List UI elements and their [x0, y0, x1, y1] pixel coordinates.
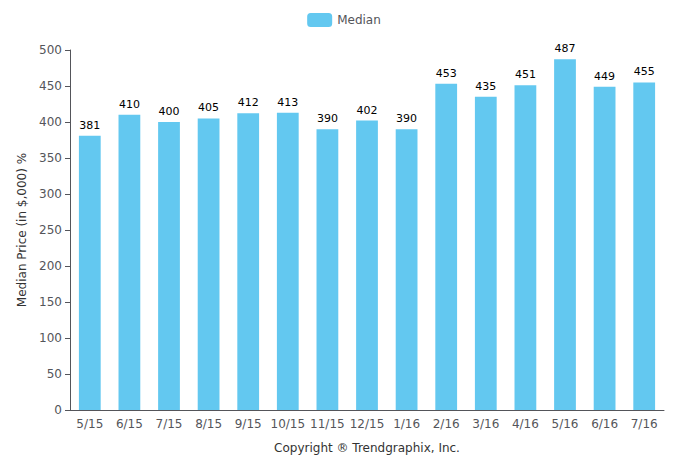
svg-text:9/15: 9/15	[235, 417, 262, 431]
svg-text:300: 300	[39, 187, 62, 201]
svg-text:453: 453	[436, 67, 457, 80]
svg-text:Copyright ® Trendgraphix, Inc.: Copyright ® Trendgraphix, Inc.	[274, 441, 460, 455]
svg-text:Median Price (in $,000) %: Median Price (in $,000) %	[15, 153, 29, 307]
svg-text:6/16: 6/16	[591, 417, 618, 431]
svg-text:402: 402	[357, 104, 378, 117]
svg-text:381: 381	[79, 119, 100, 132]
svg-text:390: 390	[317, 112, 338, 125]
svg-text:390: 390	[396, 112, 417, 125]
svg-text:400: 400	[39, 115, 62, 129]
svg-text:5/16: 5/16	[552, 417, 579, 431]
svg-text:455: 455	[634, 65, 655, 78]
svg-text:2/16: 2/16	[433, 417, 460, 431]
svg-text:200: 200	[39, 259, 62, 273]
svg-text:Median: Median	[337, 13, 381, 27]
svg-text:7/15: 7/15	[156, 417, 183, 431]
svg-text:5/15: 5/15	[76, 417, 103, 431]
svg-text:435: 435	[475, 80, 496, 93]
svg-text:450: 450	[39, 79, 62, 93]
svg-text:412: 412	[238, 96, 259, 109]
svg-text:11/15: 11/15	[310, 417, 345, 431]
svg-text:0: 0	[54, 403, 62, 417]
svg-text:405: 405	[198, 101, 219, 114]
svg-text:3/16: 3/16	[472, 417, 499, 431]
svg-text:1/16: 1/16	[393, 417, 420, 431]
svg-text:449: 449	[594, 70, 615, 83]
svg-text:12/15: 12/15	[350, 417, 385, 431]
svg-text:6/15: 6/15	[116, 417, 143, 431]
svg-text:8/15: 8/15	[195, 417, 222, 431]
svg-text:100: 100	[39, 331, 62, 345]
svg-text:250: 250	[39, 223, 62, 237]
svg-text:487: 487	[555, 42, 576, 55]
svg-text:7/16: 7/16	[631, 417, 658, 431]
svg-text:413: 413	[277, 96, 298, 109]
svg-text:150: 150	[39, 295, 62, 309]
svg-text:400: 400	[159, 105, 180, 118]
svg-text:350: 350	[39, 151, 62, 165]
svg-text:10/15: 10/15	[271, 417, 306, 431]
svg-text:410: 410	[119, 98, 140, 111]
svg-text:500: 500	[39, 43, 62, 57]
svg-text:4/16: 4/16	[512, 417, 539, 431]
svg-text:451: 451	[515, 68, 536, 81]
svg-text:50: 50	[47, 367, 62, 381]
